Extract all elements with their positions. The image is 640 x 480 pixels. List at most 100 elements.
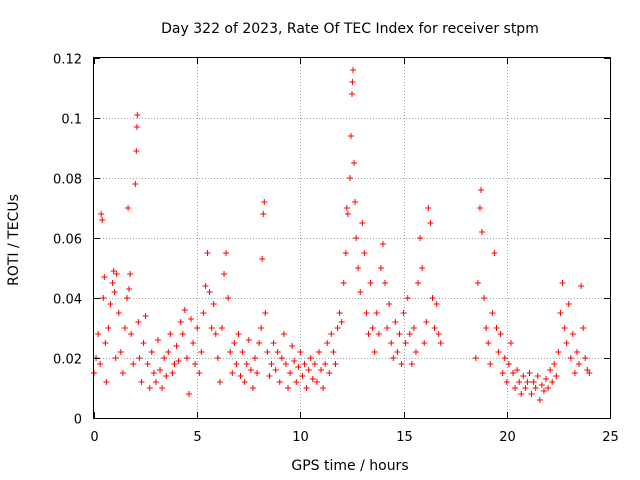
data-point (285, 385, 292, 391)
data-point (95, 331, 102, 337)
data-point (336, 310, 343, 316)
data-point (313, 379, 320, 385)
y-tick-label: 0.04 (53, 293, 82, 308)
data-points (91, 67, 593, 403)
data-point (134, 112, 141, 118)
data-point (109, 280, 116, 286)
data-point (505, 361, 512, 367)
data-point (297, 349, 304, 355)
y-tick-label: 0.08 (53, 173, 82, 188)
data-point (534, 373, 541, 379)
data-point (357, 289, 364, 295)
data-point (495, 349, 502, 355)
data-point (524, 379, 531, 385)
y-tick-label: 0.02 (53, 353, 82, 368)
data-point (309, 376, 316, 382)
data-point (429, 295, 436, 301)
data-point (371, 349, 378, 355)
data-point (112, 355, 119, 361)
data-point (346, 175, 353, 181)
y-tick-label: 0 (74, 413, 82, 428)
data-point (107, 301, 114, 307)
data-point (586, 370, 593, 376)
data-point (479, 229, 486, 235)
data-point (497, 331, 504, 337)
data-point (518, 391, 525, 397)
data-point (402, 340, 409, 346)
data-point (121, 325, 128, 331)
data-point (115, 310, 122, 316)
data-point (159, 385, 166, 391)
data-point (212, 331, 219, 337)
data-point (169, 370, 176, 376)
data-point (105, 325, 112, 331)
data-point (102, 340, 109, 346)
data-point (394, 349, 401, 355)
data-point (398, 361, 405, 367)
data-point (340, 280, 347, 286)
data-point (167, 331, 174, 337)
data-point (301, 361, 308, 367)
data-point (573, 349, 580, 355)
data-point (516, 379, 523, 385)
data-point (218, 325, 225, 331)
data-point (352, 199, 359, 205)
data-point (194, 325, 201, 331)
data-point (384, 325, 391, 331)
data-point (135, 319, 142, 325)
data-point (532, 385, 539, 391)
data-point (396, 331, 403, 337)
x-axis-label: GPS time / hours (291, 458, 408, 474)
data-point (293, 379, 300, 385)
data-point (258, 325, 265, 331)
data-point (188, 316, 195, 322)
data-point (373, 310, 380, 316)
data-point (272, 367, 279, 373)
data-point (478, 187, 484, 193)
data-point (99, 217, 106, 223)
data-point (522, 385, 529, 391)
data-point (406, 331, 413, 337)
data-point (196, 370, 203, 376)
data-point (214, 355, 221, 361)
data-point (367, 280, 374, 286)
data-point (489, 310, 496, 316)
data-point (136, 355, 143, 361)
data-point (163, 373, 170, 379)
data-point (268, 361, 275, 367)
data-point (507, 340, 514, 346)
data-point (365, 331, 372, 337)
data-point (499, 370, 506, 376)
data-point (171, 361, 178, 367)
data-point (249, 385, 256, 391)
data-point (270, 340, 277, 346)
data-point (390, 355, 397, 361)
data-point (101, 274, 108, 280)
data-point (274, 349, 281, 355)
data-point (528, 391, 535, 397)
data-point (264, 349, 271, 355)
data-point (540, 388, 547, 394)
data-point (183, 355, 190, 361)
data-point (343, 205, 350, 211)
data-point (282, 361, 289, 367)
data-point (350, 67, 357, 73)
data-point (280, 331, 287, 337)
data-point (526, 370, 533, 376)
data-point (179, 331, 186, 337)
data-point (146, 385, 153, 391)
data-point (421, 340, 428, 346)
data-point (530, 379, 537, 385)
data-point (351, 160, 358, 166)
data-point (237, 373, 244, 379)
data-point (410, 325, 417, 331)
data-point (247, 367, 254, 373)
data-point (241, 379, 248, 385)
chart-title: Day 322 of 2023, Rate Of TEC Index for r… (161, 21, 539, 37)
data-point (547, 367, 554, 373)
data-point (501, 355, 508, 361)
data-point (392, 319, 399, 325)
data-point (328, 331, 335, 337)
x-tick-label: 25 (602, 430, 619, 445)
